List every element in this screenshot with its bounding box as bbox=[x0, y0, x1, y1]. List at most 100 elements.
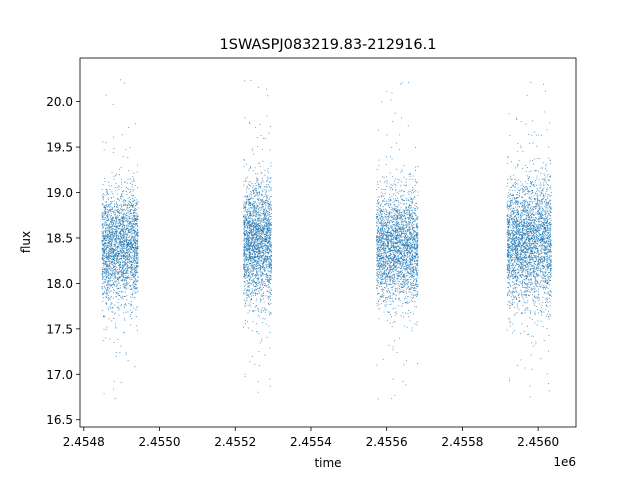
data-point bbox=[257, 163, 259, 164]
data-point bbox=[247, 247, 249, 249]
data-point bbox=[250, 260, 252, 261]
data-point bbox=[247, 269, 249, 271]
data-point bbox=[102, 277, 104, 279]
data-point bbox=[244, 266, 246, 268]
data-point bbox=[254, 253, 256, 255]
data-point bbox=[403, 231, 405, 233]
data-point bbox=[107, 225, 109, 226]
data-point bbox=[114, 397, 116, 399]
data-point bbox=[137, 235, 138, 237]
data-point bbox=[134, 283, 136, 285]
data-point bbox=[122, 223, 124, 225]
data-point bbox=[127, 243, 129, 245]
data-point bbox=[270, 209, 272, 211]
data-point bbox=[248, 221, 250, 223]
data-point bbox=[270, 264, 272, 266]
data-point bbox=[117, 222, 119, 224]
data-point bbox=[268, 265, 269, 267]
data-point bbox=[268, 248, 270, 250]
data-point bbox=[128, 282, 130, 284]
data-point bbox=[246, 269, 248, 271]
data-point bbox=[108, 204, 110, 206]
data-point bbox=[262, 274, 264, 276]
data-point bbox=[113, 251, 114, 253]
data-point bbox=[254, 246, 256, 248]
data-point bbox=[249, 242, 251, 244]
data-point bbox=[112, 233, 113, 235]
data-point bbox=[245, 233, 247, 235]
data-point bbox=[105, 230, 107, 232]
data-point bbox=[125, 244, 127, 246]
data-point bbox=[257, 391, 259, 393]
data-point bbox=[262, 248, 264, 249]
data-point bbox=[107, 234, 109, 236]
data-point bbox=[130, 324, 131, 326]
data-point bbox=[264, 228, 266, 230]
data-point bbox=[106, 206, 108, 208]
data-point bbox=[270, 230, 272, 232]
data-point bbox=[135, 278, 137, 280]
data-point bbox=[251, 266, 253, 268]
data-point bbox=[137, 240, 139, 242]
data-point bbox=[254, 243, 256, 244]
data-point bbox=[396, 258, 398, 260]
data-point bbox=[134, 217, 136, 219]
data-point bbox=[112, 269, 114, 271]
data-point bbox=[254, 194, 256, 196]
data-point bbox=[134, 278, 136, 280]
data-point bbox=[126, 283, 128, 285]
data-point bbox=[267, 218, 269, 220]
data-point bbox=[253, 234, 254, 236]
data-point bbox=[119, 240, 121, 242]
data-point bbox=[249, 276, 251, 277]
data-point bbox=[120, 345, 122, 347]
data-point bbox=[248, 269, 250, 271]
data-point bbox=[392, 300, 394, 302]
data-point bbox=[405, 181, 407, 183]
data-point bbox=[108, 259, 110, 260]
data-point bbox=[115, 262, 117, 264]
data-point bbox=[134, 241, 136, 243]
data-point bbox=[269, 215, 270, 217]
data-point bbox=[266, 186, 268, 187]
data-point bbox=[248, 249, 250, 251]
data-point bbox=[253, 256, 255, 258]
data-point bbox=[244, 235, 245, 237]
data-point bbox=[263, 250, 265, 251]
data-point bbox=[122, 266, 124, 268]
data-point bbox=[401, 170, 403, 172]
data-point bbox=[263, 210, 264, 212]
data-point bbox=[114, 240, 116, 242]
data-point bbox=[257, 182, 259, 184]
data-point bbox=[123, 236, 125, 238]
data-point bbox=[257, 246, 259, 248]
data-point bbox=[249, 209, 251, 211]
data-point bbox=[269, 274, 271, 276]
data-point bbox=[117, 247, 119, 249]
data-point bbox=[255, 222, 257, 224]
data-point bbox=[118, 260, 120, 262]
data-point bbox=[137, 229, 138, 231]
data-point bbox=[124, 259, 126, 261]
data-point bbox=[270, 215, 272, 217]
data-point bbox=[257, 267, 259, 269]
data-point bbox=[250, 231, 251, 233]
data-point bbox=[265, 285, 267, 287]
data-point bbox=[251, 248, 253, 250]
data-point bbox=[268, 295, 270, 297]
data-point bbox=[120, 242, 122, 244]
data-point bbox=[106, 284, 108, 286]
data-point bbox=[103, 212, 105, 214]
data-point bbox=[102, 215, 104, 217]
data-point bbox=[114, 187, 116, 188]
data-point bbox=[245, 255, 247, 257]
data-point bbox=[102, 293, 104, 295]
data-point bbox=[267, 231, 269, 233]
data-point bbox=[107, 256, 108, 258]
data-point bbox=[265, 258, 267, 260]
data-point bbox=[262, 264, 264, 266]
data-point bbox=[120, 267, 122, 268]
data-point bbox=[252, 236, 254, 238]
data-point bbox=[260, 251, 262, 253]
data-point bbox=[248, 252, 250, 254]
